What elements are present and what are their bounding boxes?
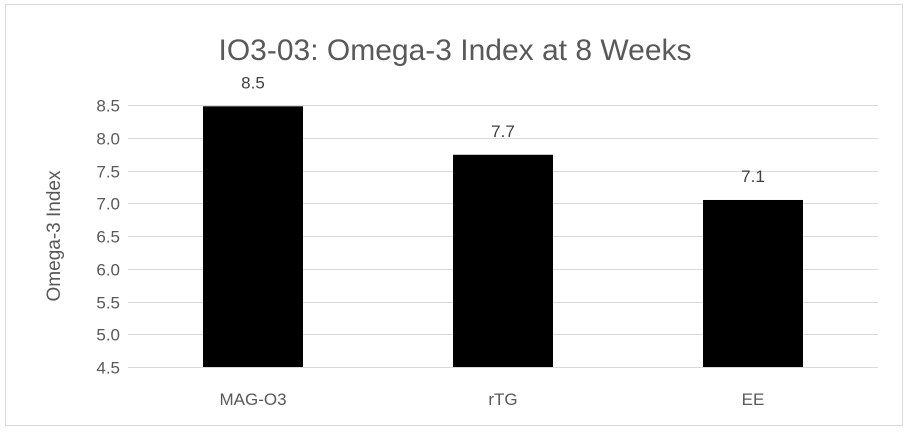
bar-mag-o3 [203, 106, 303, 367]
x-axis-categories: MAG-O3 rTG EE [219, 390, 764, 409]
x-category-label: rTG [488, 390, 517, 409]
bar-ee [703, 199, 803, 367]
x-category-label: EE [742, 390, 765, 409]
y-tick-label: 5.5 [96, 294, 120, 313]
y-axis-ticks: 4.5 5.0 5.5 6.0 6.5 7.0 7.5 8.0 8.5 [96, 97, 120, 378]
y-tick-label: 7.0 [96, 195, 120, 214]
data-label: 7.1 [741, 167, 765, 186]
data-label: 8.5 [241, 73, 265, 92]
y-tick-label: 7.5 [96, 163, 120, 182]
data-label: 7.7 [491, 122, 515, 141]
y-tick-label: 8.5 [96, 97, 120, 116]
y-tick-label: 5.0 [96, 326, 120, 345]
y-tick-label: 4.5 [96, 359, 120, 378]
bar-rtg [453, 154, 553, 367]
y-tick-label: 6.5 [96, 228, 120, 247]
x-category-label: MAG-O3 [219, 390, 286, 409]
y-tick-label: 6.0 [96, 261, 120, 280]
y-tick-label: 8.0 [96, 130, 120, 149]
bars [203, 106, 803, 367]
data-labels: 8.5 7.7 7.1 [241, 73, 765, 186]
y-axis-title: Omega-3 Index [44, 170, 65, 301]
chart-title: IO3-03: Omega-3 Index at 8 Weeks [218, 34, 691, 67]
